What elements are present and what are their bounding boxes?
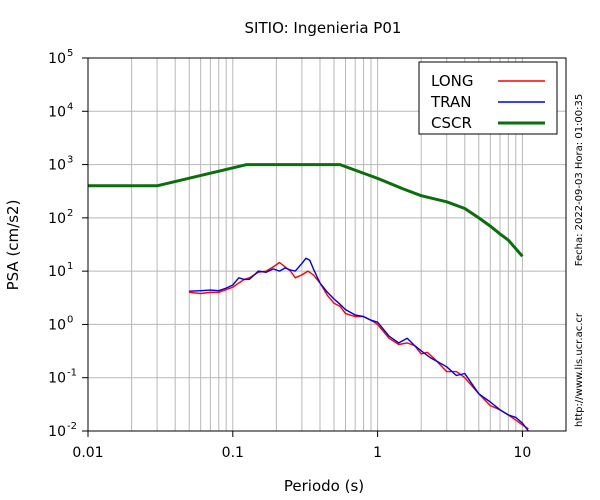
y-tick-exponent: 5 [67,48,73,59]
y-tick-exponent: 4 [67,101,73,112]
series-lines [88,163,529,432]
y-tick-exponent: 0 [67,314,73,325]
x-axis-label: Periodo (s) [284,477,364,495]
y-tick-exponent: -1 [67,368,77,379]
plot-frame [87,57,567,432]
source-url: http://www.lis.ucr.ac.cr [574,312,585,427]
grid [87,57,567,432]
y-tick-exponent: -2 [67,421,77,432]
date-stamp: Fecha: 2022-09-03 Hora: 01:00:35 [574,94,585,267]
y-tick-label: 10 [48,264,66,280]
y-tick-exponent: 2 [67,208,73,219]
legend: LONG TRAN CSCR [418,61,558,135]
x-axis-ticks: 0.01 0.1 1 10 [72,431,531,461]
chart-title: SITIO: Ingenieria P01 [245,19,402,37]
y-tick-label: 10 [48,158,66,174]
y-tick-label: 10 [48,317,66,333]
y-tick-label: 10 [48,51,66,67]
x-tick-label: 0.01 [72,445,103,461]
y-axis-label: PSA (cm/s2) [4,200,22,291]
y-tick-label: 10 [48,424,66,440]
y-tick-label: 10 [48,211,66,227]
y-tick-exponent: 1 [67,261,73,272]
series-line-long [189,261,529,430]
x-tick-label: 0.1 [222,445,244,461]
series-line-cscr [88,163,524,258]
legend-label-cscr: CSCR [431,114,472,132]
x-tick-label: 10 [513,445,531,461]
y-tick-label: 10 [48,371,66,387]
y-tick-label: 10 [48,104,66,120]
x-tick-label: 1 [373,445,382,461]
y-tick-exponent: 3 [67,155,73,166]
legend-label-long: LONG [431,72,473,90]
legend-label-tran: TRAN [430,93,471,111]
series-line-tran [189,257,529,432]
